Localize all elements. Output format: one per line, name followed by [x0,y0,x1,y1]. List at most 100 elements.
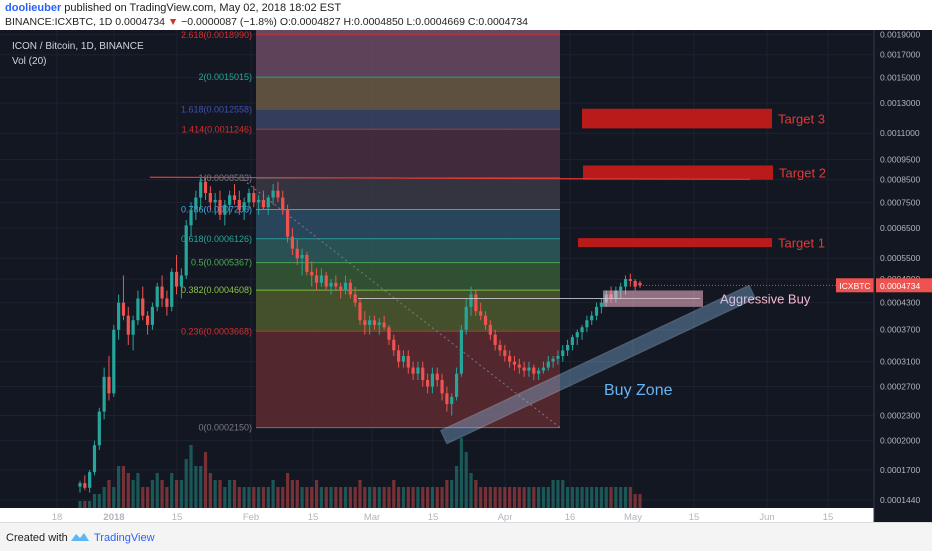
candles [78,177,642,493]
volume-bar [223,487,227,508]
candle-body [266,197,270,208]
time-axis[interactable]: 18 2018 15 Feb 15 Mar 15 Apr 16 May 15 Jun 15 [52,512,834,522]
volume-indicator-label: Vol (20) [12,56,46,67]
price-axis[interactable]: 0.0019000 0.0017000 0.0015000 0.0013000 0.00… [876,30,932,505]
open-value: O:0.0004827 [279,16,341,28]
candle-body [421,367,425,380]
tradingview-logo-icon[interactable] [70,531,90,546]
tradingview-link[interactable]: TradingView [94,532,155,544]
candle-body [305,254,309,272]
chart-header: doolieuber published on TradingView.com,… [0,0,932,30]
candle-body [358,302,362,321]
price-tick-label: 0.0001700 [880,465,920,475]
candle-body [343,282,348,291]
volume-bar [276,487,280,508]
target-label: Target 2 [779,166,826,181]
volume-bar [203,452,208,508]
buy-zone-channel [440,284,756,445]
price-tick-label: 0.0015000 [880,72,920,82]
volume-bar [189,445,193,508]
candle-body [488,324,492,335]
author-link[interactable]: doolieuber [5,2,62,14]
fib-band [256,290,560,332]
volume-bar [295,480,299,508]
candle-body [493,334,497,345]
candle-body [363,320,367,325]
candle-body [199,181,203,198]
volume-bar [609,487,613,508]
candle-body [281,197,285,210]
price-tick-label: 0.0019000 [880,30,920,40]
volume-bar [165,487,169,508]
volume-bar [305,487,309,508]
volume-bar [411,487,415,508]
volume-bar [397,487,401,508]
candle-body [537,370,541,374]
fib-level-label: 2(0.0015015) [198,72,252,82]
candle-body [112,329,116,394]
volume-bar [155,473,159,508]
down-arrow-icon: ▼ [167,16,179,28]
time-tick-label: 15 [428,512,439,522]
volume-bar [348,487,352,508]
volume-bar [136,473,140,508]
fib-level-label: 1.618(0.0012558) [181,104,252,114]
volume-bar [508,487,512,508]
candle-body [575,332,579,338]
volume-bar [112,487,116,508]
price-chart[interactable]: 2.618(0.0018990) 2(0.0015015) 1.618(0.0012… [0,30,932,522]
volume-bar [242,487,246,508]
volume-bar [281,487,285,508]
candle-body [324,275,328,287]
volume-bar [290,480,295,508]
target-zone [583,165,773,180]
candle-body [435,373,439,380]
candle-body [285,209,290,237]
candle-body [257,199,261,203]
symbol-tag-label: ICXBTC [839,281,870,291]
volume-bar [314,480,319,508]
candle-body [334,282,338,287]
time-tick-label: Apr [498,512,513,522]
candle-body [314,275,319,283]
volume-bar [117,466,121,508]
target-zone [582,108,772,129]
volume-bar [107,480,111,508]
candle-body [150,306,155,325]
volume-bar [334,487,338,508]
fib-level-label: 0.5(0.0005367) [191,258,252,268]
volume-bar [358,480,362,508]
candle-body [498,344,502,351]
candle-body [397,350,401,362]
candle-body [242,202,246,210]
candle-body [440,379,444,394]
last-price: 0.0004734 [115,16,165,28]
drawings: Target 3 Target 2 Target 1 Aggressive Buy Bu… [149,108,874,445]
price-tick-label: 0.0002700 [880,382,920,392]
time-tick-label: 15 [308,512,319,522]
volume-bar [561,480,565,508]
candle-body [556,355,560,359]
volume-bar [619,487,623,508]
volume-bar [228,480,232,508]
candle-body [232,195,237,200]
volume-bar [160,480,164,508]
fib-band [256,209,560,239]
volume-bar [324,487,328,508]
volume-bar [474,480,478,508]
footer: Created with TradingView [0,522,932,551]
volume-bar [469,473,473,508]
resistance-line [149,176,751,180]
time-tick-label: 15 [823,512,834,522]
created-with-text: Created with [6,532,68,544]
volume-bar [527,487,531,508]
volume-bar [498,487,502,508]
candle-body [271,190,275,198]
volume-bar [194,466,198,508]
candle-body [590,315,594,321]
candle-body [628,279,632,281]
ohlc-line: BINANCE:ICXBTC, 1D 0.0004734 ▼ −0.000008… [5,16,528,28]
candle-body [117,302,121,330]
candle-body [145,315,150,325]
price-tick-label: 0.0003100 [880,357,920,367]
